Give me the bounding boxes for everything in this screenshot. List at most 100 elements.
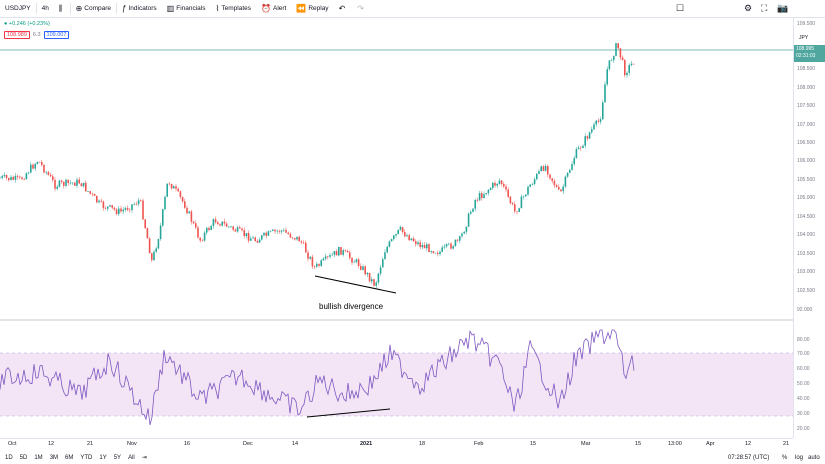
candle-body [245, 233, 248, 236]
candle-body [357, 259, 360, 267]
layout-button[interactable]: ☐ [676, 0, 684, 17]
candle-body [474, 199, 476, 209]
candle-body [489, 188, 492, 190]
candle-body [597, 120, 600, 122]
rsi-label: 60.00 [797, 366, 810, 372]
candle-body [104, 208, 107, 209]
candle-body [472, 208, 474, 212]
candle-body [632, 63, 635, 65]
candle-body [599, 119, 602, 122]
candle-body [96, 195, 98, 203]
replay-button[interactable]: ⏪ Replay [291, 0, 333, 17]
candle-body [256, 240, 259, 243]
range-all[interactable]: All [128, 454, 135, 461]
templates-button[interactable]: ⌇ Templates [210, 0, 256, 17]
candle-body [395, 234, 397, 236]
candle-body [23, 179, 25, 180]
candle-body [49, 174, 52, 177]
candle-body [371, 279, 373, 282]
candle-body [562, 186, 564, 192]
candle-body [582, 145, 584, 148]
interval-button[interactable]: 4h [37, 0, 54, 17]
candle-body [478, 193, 481, 201]
separator [116, 3, 118, 14]
auto-toggle[interactable]: auto [808, 454, 820, 461]
percent-toggle[interactable]: % [782, 454, 788, 461]
candle-body [608, 60, 611, 70]
log-toggle[interactable]: log [795, 454, 804, 461]
candle-body [408, 235, 410, 241]
bottom-toolbar: 1D 5D 1M 3M 6M YTD 1Y 5Y All ⇥ 07:28:57 … [0, 451, 825, 464]
range-1m[interactable]: 1M [34, 454, 43, 461]
candle-body [168, 183, 171, 185]
candle-body [43, 164, 45, 173]
rsi-label: 70.00 [797, 351, 810, 357]
fullscreen-button[interactable]: ⛶ [761, 0, 767, 17]
indicators-button[interactable]: ƒ Indicators [117, 0, 162, 17]
redo-button[interactable]: ↷ [352, 0, 371, 17]
candle-body [32, 164, 34, 169]
candle-body [406, 235, 408, 237]
candle-body [377, 273, 380, 283]
candle-body [82, 182, 85, 187]
range-1d[interactable]: 1D [5, 454, 13, 461]
candle-body [575, 149, 578, 159]
utc-clock[interactable]: 07:28:57 (UTC) [728, 454, 770, 461]
candle-body [525, 194, 527, 197]
candle-body [175, 186, 177, 189]
price-label: 105.000 [797, 195, 816, 201]
interval-label: 4h [41, 5, 49, 12]
candle-body [47, 172, 50, 175]
candle-body [586, 136, 589, 139]
snapshot-button[interactable]: 📷 [777, 0, 788, 17]
candle-body [335, 251, 338, 256]
candle-body [307, 252, 309, 259]
alarm-clock-icon: ⏰ [261, 4, 271, 13]
candle-body [329, 255, 331, 257]
symbol-search[interactable]: USDJPY [0, 0, 36, 17]
candle-body [1, 176, 3, 178]
candle-body [179, 191, 182, 197]
time-label: 18 [419, 441, 426, 447]
candle-body [430, 251, 432, 253]
candle-body [258, 239, 261, 243]
range-3m[interactable]: 3M [49, 454, 59, 461]
time-axis[interactable]: Oct 12 21 Nov 16 Dec 14 2021 18 Feb 15 M… [0, 438, 793, 450]
candle-body [448, 243, 450, 245]
candle-body [225, 223, 228, 227]
candle-body [16, 175, 19, 177]
candle-body [318, 264, 320, 266]
candle-body [516, 211, 518, 212]
chart-canvas[interactable] [0, 0, 793, 438]
alert-button[interactable]: ⏰ Alert [256, 0, 291, 17]
date-range-icon[interactable]: ⇥ [141, 455, 147, 461]
candle-body [342, 250, 344, 255]
undo-button[interactable]: ↶ [334, 0, 353, 17]
camera-icon: 📷 [777, 3, 789, 13]
range-5d[interactable]: 5D [19, 454, 28, 461]
candle-body [558, 186, 560, 190]
range-1y[interactable]: 1Y [99, 454, 107, 461]
bid-price[interactable]: 108.989 [4, 31, 30, 39]
candle-body [481, 193, 483, 199]
bar-chart-icon: ▥ [166, 4, 175, 13]
candle-body [146, 228, 149, 239]
candle-body [285, 229, 287, 233]
candle-body [540, 166, 542, 172]
chart-type-button[interactable]: ⫼ [54, 0, 70, 17]
candle-body [492, 182, 494, 189]
range-ytd[interactable]: YTD [80, 454, 93, 461]
candle-body [382, 259, 384, 268]
candle-body [470, 211, 472, 214]
rsi-line [0, 329, 635, 426]
ask-price[interactable]: 109.007 [43, 31, 70, 39]
price-axis[interactable]: 109.500 108.500 108.000 107.500 107.000 … [793, 18, 825, 438]
compare-button[interactable]: ⊕ Compare [71, 0, 116, 17]
range-6m[interactable]: 6M [65, 454, 74, 461]
range-5y[interactable]: 5Y [113, 454, 122, 461]
candle-body [300, 241, 303, 243]
financials-button[interactable]: ▥ Financials [162, 0, 211, 17]
candle-body [615, 43, 617, 57]
candle-body [344, 250, 347, 252]
settings-button[interactable]: ⚙ [744, 0, 752, 17]
